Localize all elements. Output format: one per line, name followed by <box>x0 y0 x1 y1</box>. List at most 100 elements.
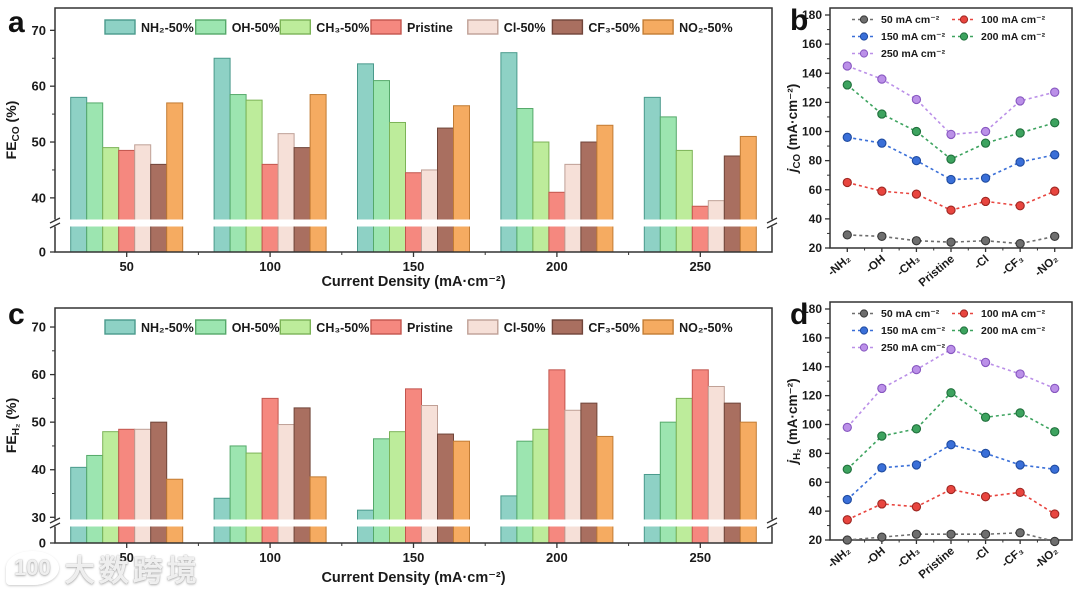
y-tick-label: 0 <box>39 245 46 260</box>
y-tick-label: 60 <box>32 367 46 382</box>
axis-break-mark <box>766 517 778 524</box>
data-point <box>911 155 922 166</box>
x-tick-label: 50 <box>119 259 133 274</box>
bar <box>389 121 406 253</box>
x-tick-label: 50 <box>119 550 133 565</box>
y-tick-label: 40 <box>32 462 46 477</box>
legend-label: Cl-50% <box>504 321 546 335</box>
data-point <box>1050 383 1060 394</box>
data-point <box>877 74 887 84</box>
legend-item: 100 mA cm⁻² <box>952 14 1046 26</box>
bar <box>723 155 741 253</box>
legend-item: CF₃-50% <box>551 319 640 335</box>
data-point <box>980 173 991 183</box>
data-point <box>877 109 887 119</box>
data-point <box>1015 408 1025 418</box>
legend-swatch <box>194 319 227 335</box>
data-point <box>877 499 887 509</box>
legend-label: 250 mA cm⁻² <box>881 342 946 354</box>
data-point <box>1050 231 1060 241</box>
legend-item: CH₃-50% <box>279 19 369 35</box>
legend-label: 150 mA cm⁻² <box>881 31 946 43</box>
x-axis-label: Current Density (mA·cm⁻²) <box>321 274 505 290</box>
data-point <box>1015 369 1025 379</box>
data-point <box>1050 536 1060 547</box>
data-point <box>980 448 991 459</box>
y-tick-label: 20 <box>809 241 823 255</box>
legend-item: OH-50% <box>194 319 280 335</box>
data-point <box>980 126 991 137</box>
data-point <box>911 502 922 512</box>
y-tick-label: 50 <box>32 135 46 150</box>
panel-c: 30 40 50 60 70 0 50 100 150 200 250 Current Density… <box>0 292 785 591</box>
data-point <box>911 189 922 199</box>
legend-label: NO₂-50% <box>679 321 733 335</box>
y-tick-label: 40 <box>32 190 46 205</box>
legend-swatch <box>279 19 311 35</box>
data-point <box>842 464 852 474</box>
legend-swatch <box>104 319 136 335</box>
x-tick-label: -NH₂ <box>826 545 853 571</box>
data-point <box>946 205 956 215</box>
y-tick-label: 140 <box>802 66 822 80</box>
data-point <box>911 529 922 539</box>
legend-label: Cl-50% <box>504 21 546 35</box>
x-tick-label: 100 <box>259 259 281 274</box>
bar <box>739 135 757 253</box>
legend-label: NH₂-50% <box>141 321 194 335</box>
legend-item: NH₂-50% <box>104 19 194 35</box>
data-point <box>877 532 887 542</box>
bar <box>373 438 390 544</box>
legend-swatch <box>279 319 311 335</box>
data-point <box>946 388 956 398</box>
legend-marker <box>859 49 869 58</box>
series-line <box>846 84 1055 161</box>
bar <box>309 476 327 544</box>
bar <box>643 96 661 253</box>
legend-marker <box>859 32 869 41</box>
data-point <box>877 431 887 441</box>
x-tick-label: -NH₂ <box>826 253 853 279</box>
data-point <box>1015 128 1025 138</box>
legend-item: CH₃-50% <box>279 319 369 335</box>
y-tick-label: 60 <box>809 475 823 489</box>
bar <box>516 440 534 544</box>
y-tick-label: 20 <box>809 533 823 547</box>
bar <box>245 99 263 253</box>
panel-d-chart: 20 40 60 80 100 120 140 160 180 -NH₂ -OH -CH₃Pristi… <box>785 301 1073 581</box>
x-tick-label: -Cl <box>972 253 991 272</box>
legend-item: 150 mA cm⁻² <box>852 31 946 43</box>
y-tick-label: 0 <box>39 536 46 551</box>
y-tick-label: 120 <box>802 95 822 109</box>
data-point <box>842 132 852 142</box>
bar <box>261 163 279 253</box>
data-point <box>842 515 852 525</box>
data-point <box>946 154 956 164</box>
legend-swatch <box>370 319 402 335</box>
legend-swatch <box>370 19 402 35</box>
x-tick-label: 150 <box>403 259 425 274</box>
legend-item: NH₂-50% <box>104 319 194 335</box>
data-point <box>1015 96 1025 106</box>
bar <box>453 440 470 544</box>
legend-marker <box>959 309 969 318</box>
legend-swatch <box>642 319 674 335</box>
legend-label: 200 mA cm⁻² <box>981 31 1046 43</box>
panel-a-chart: 40 50 60 70 0 50 100 150 200 250 Current Density (… <box>3 7 778 290</box>
legend-item: 250 mA cm⁻² <box>852 342 946 354</box>
y-tick-label: 180 <box>802 302 822 316</box>
bar <box>309 94 327 253</box>
x-axis-label: Current Density (mA·cm⁻²) <box>321 570 505 586</box>
y-axis-label: jCO (mA·cm⁻²) <box>785 84 803 174</box>
bar <box>453 105 470 253</box>
bar <box>532 141 550 253</box>
data-point <box>946 344 956 355</box>
bar <box>596 124 614 253</box>
bar <box>691 369 709 544</box>
y-tick-label: 160 <box>802 331 822 345</box>
x-tick-label: Pristine <box>917 253 957 289</box>
x-tick-label: -OH <box>864 253 888 276</box>
data-point <box>1050 150 1060 160</box>
y-tick-label: 80 <box>809 446 823 460</box>
x-tick-label: -CF₃ <box>1000 545 1026 570</box>
